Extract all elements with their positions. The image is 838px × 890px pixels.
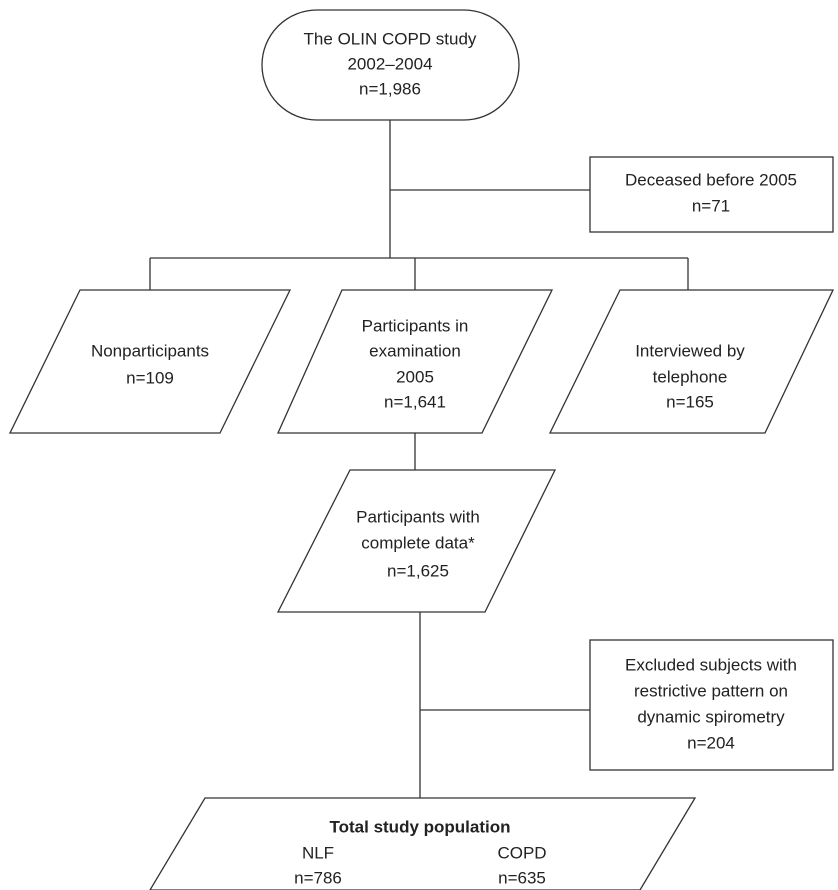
parallelogram	[548, 289, 835, 434]
node-text: restrictive pattern on	[634, 681, 788, 700]
node-text: n=204	[687, 733, 735, 752]
box	[589, 156, 834, 233]
parallelogram	[8, 289, 292, 434]
node-text: complete data*	[361, 533, 475, 552]
start-oval	[261, 9, 520, 121]
node-text: telephone	[653, 367, 728, 386]
group-count: n=635	[498, 868, 546, 887]
node-text: n=1,641	[384, 392, 446, 411]
box	[589, 639, 834, 771]
node-text: The OLIN COPD study	[304, 29, 477, 48]
node-title: Total study population	[330, 817, 511, 836]
group-label: COPD	[497, 843, 546, 862]
node-text: 2002–2004	[347, 54, 432, 73]
connectors	[149, 120, 689, 798]
node-text: Participants in	[362, 316, 469, 335]
node-text: examination	[369, 341, 461, 360]
parallelogram	[149, 797, 697, 890]
node-text: n=1,625	[387, 561, 449, 580]
node-text: Interviewed by	[635, 341, 745, 360]
parallelogram	[276, 289, 554, 434]
node-text: Nonparticipants	[91, 341, 209, 360]
parallelogram	[276, 469, 557, 613]
node-text: n=165	[666, 392, 714, 411]
node-text: Participants with	[356, 507, 480, 526]
node-text: Deceased before 2005	[625, 170, 797, 189]
node-text: 2005	[396, 367, 434, 386]
group-count: n=786	[294, 868, 342, 887]
node-text: Excluded subjects with	[625, 655, 797, 674]
node-text: n=71	[692, 196, 730, 215]
group-label: NLF	[302, 843, 334, 862]
node-text: dynamic spirometry	[637, 707, 785, 726]
node-text: n=1,986	[359, 79, 421, 98]
node-text: n=109	[126, 368, 174, 387]
